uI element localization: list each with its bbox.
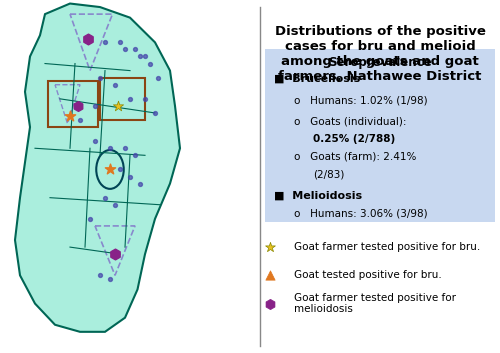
Point <box>91 138 99 144</box>
Point <box>111 251 119 257</box>
Text: Seroprevalence: Seroprevalence <box>328 56 432 70</box>
Point <box>121 145 129 151</box>
Text: o   Goats (farm): 2.41%: o Goats (farm): 2.41% <box>294 152 416 162</box>
Bar <box>100 78 145 120</box>
Point <box>66 114 74 119</box>
Point <box>154 75 162 80</box>
Point <box>111 202 119 208</box>
Text: o   Humans: 3.06% (3/98): o Humans: 3.06% (3/98) <box>294 208 427 218</box>
Text: Goat tested positive for bru.: Goat tested positive for bru. <box>294 270 442 280</box>
Point <box>126 96 134 102</box>
Point <box>146 61 154 66</box>
Point <box>131 47 139 52</box>
Point <box>101 195 109 201</box>
Point <box>91 103 99 109</box>
Text: o   Goats (individual):: o Goats (individual): <box>294 116 406 126</box>
Point <box>141 96 149 102</box>
Point <box>126 174 134 179</box>
Text: ■  Brucellosis: ■ Brucellosis <box>274 74 360 84</box>
Point <box>106 167 114 172</box>
Point <box>116 40 124 45</box>
Point <box>76 117 84 123</box>
Text: o   Humans: 1.02% (1/98): o Humans: 1.02% (1/98) <box>294 95 427 105</box>
Point <box>84 36 92 42</box>
Text: ■  Melioidosis: ■ Melioidosis <box>274 191 362 201</box>
Point <box>136 181 144 186</box>
Point <box>136 54 144 59</box>
Point <box>74 103 82 109</box>
Point <box>116 167 124 172</box>
Point <box>266 244 274 250</box>
Point <box>121 47 129 52</box>
Polygon shape <box>15 4 180 332</box>
Text: 0.25% (2/788): 0.25% (2/788) <box>313 134 395 144</box>
Bar <box>48 81 98 127</box>
Point <box>106 276 114 282</box>
Point <box>96 273 104 278</box>
Point <box>266 301 274 306</box>
Point <box>111 82 119 88</box>
Text: Goat farmer tested positive for
melioidosis: Goat farmer tested positive for melioido… <box>294 293 456 315</box>
Text: (2/83): (2/83) <box>313 169 344 179</box>
Point <box>96 75 104 80</box>
Point <box>106 145 114 151</box>
FancyBboxPatch shape <box>265 49 495 222</box>
Point <box>101 40 109 45</box>
Point <box>266 273 274 278</box>
Point <box>114 103 122 109</box>
Point <box>151 110 159 116</box>
Text: Distributions of the positive
cases for bru and melioid
among the goats and goat: Distributions of the positive cases for … <box>274 25 486 83</box>
Point <box>86 216 94 222</box>
Point <box>141 54 149 59</box>
Point <box>131 152 139 158</box>
Text: Goat farmer tested positive for bru.: Goat farmer tested positive for bru. <box>294 242 480 252</box>
